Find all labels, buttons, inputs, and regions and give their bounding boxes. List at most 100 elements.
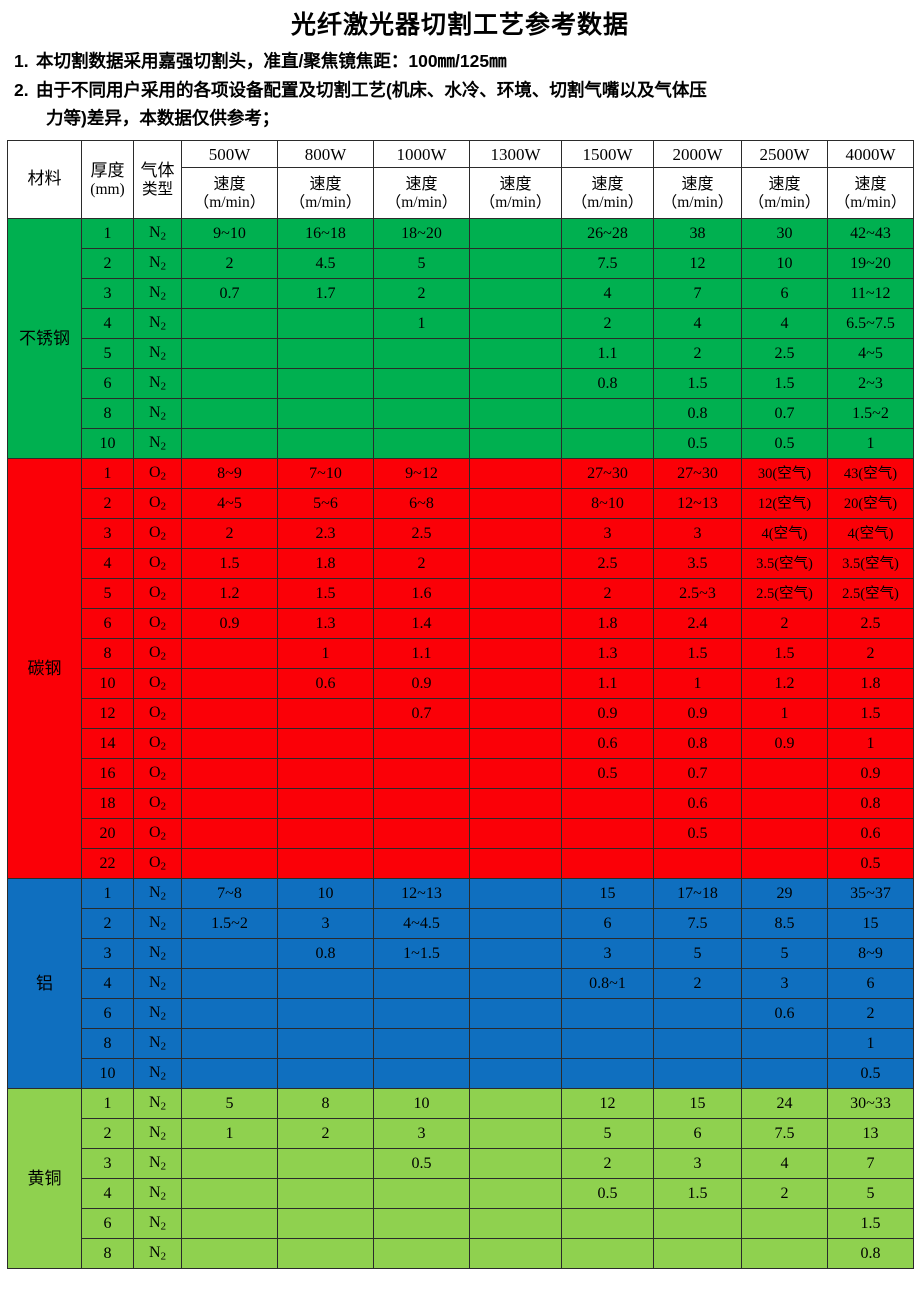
gas-type-cell: N2 xyxy=(133,248,182,280)
header-speed-label: 速度 xyxy=(681,175,714,193)
speed-cell xyxy=(561,428,654,460)
speed-cell xyxy=(277,368,374,400)
speed-cell xyxy=(469,938,562,970)
speed-cell: 0.8 xyxy=(277,938,374,970)
speed-cell: 38 xyxy=(653,218,742,250)
speed-cell: 2.5 xyxy=(741,338,828,370)
table-row: 6 N2 0.8 1.5 1.5 2~3 xyxy=(7,368,914,400)
speed-cell: 5 xyxy=(741,938,828,970)
speed-cell: 0.5 xyxy=(653,428,742,460)
header-speed-unit: （m/min） xyxy=(748,193,821,211)
speed-cell: 26~28 xyxy=(561,218,654,250)
speed-cell: 1.8 xyxy=(277,548,374,580)
speed-cell xyxy=(469,848,562,880)
speed-cell xyxy=(469,518,562,550)
table-row: 黄铜 1 N2 5 8 10 12 15 24 30~33 xyxy=(7,1088,914,1270)
speed-cell: 29 xyxy=(741,878,828,910)
header-power-800w: 800W xyxy=(277,140,374,169)
speed-cell xyxy=(277,428,374,460)
note-number: 2. xyxy=(14,79,29,100)
speed-cell xyxy=(277,1028,374,1060)
speed-cell: 2 xyxy=(827,998,914,1030)
speed-cell xyxy=(181,338,278,370)
header-speed-1500w: 速度 （m/min） xyxy=(561,167,654,220)
speed-cell: 0.7 xyxy=(181,278,278,310)
speed-cell: 18~20 xyxy=(373,218,470,250)
header-power-4000w: 4000W xyxy=(827,140,914,169)
speed-cell: 0.8 xyxy=(561,368,654,400)
thickness-cell: 16 xyxy=(81,758,134,790)
speed-cell: 7~10 xyxy=(277,458,374,490)
header-material: 材料 xyxy=(7,140,82,220)
note-text: 本切割数据采用嘉强切割头，准直/聚焦镜焦距：100㎜/125㎜ xyxy=(36,51,507,72)
header-speed-unit: （m/min） xyxy=(571,193,644,211)
speed-cell: 0.9 xyxy=(373,668,470,700)
speed-cell xyxy=(373,968,470,1000)
speed-cell: 1.5 xyxy=(741,638,828,670)
speed-cell xyxy=(469,458,562,490)
speed-cell: 1.8 xyxy=(827,668,914,700)
speed-cell: 17~18 xyxy=(653,878,742,910)
thickness-cell: 4 xyxy=(81,308,134,340)
speed-cell: 4 xyxy=(741,1148,828,1180)
table-row: 6 N2 0.6 2 xyxy=(7,998,914,1030)
speed-cell xyxy=(277,728,374,760)
speed-cell xyxy=(469,218,562,250)
speed-cell: 15 xyxy=(561,878,654,910)
speed-cell xyxy=(469,308,562,340)
speed-cell: 0.9 xyxy=(827,758,914,790)
speed-cell xyxy=(469,998,562,1030)
speed-cell: 1.3 xyxy=(561,638,654,670)
speed-cell xyxy=(653,998,742,1030)
speed-cell: 0.5 xyxy=(561,758,654,790)
header-speed-label: 速度 xyxy=(591,175,624,193)
speed-cell xyxy=(373,1028,470,1060)
table-row: 10 O2 0.6 0.9 1.1 1 1.2 1.8 xyxy=(7,668,914,700)
speed-cell: 6 xyxy=(561,908,654,940)
speed-cell xyxy=(469,878,562,910)
header-row-speed: 速度 （m/min） 速度 （m/min） 速度 （m/min） 速度 （m/m… xyxy=(8,167,914,220)
header-speed-2000w: 速度 （m/min） xyxy=(653,167,742,220)
table-row: 铝 1 N2 7~8 10 12~13 15 17~18 29 35~37 xyxy=(7,878,914,1090)
speed-cell xyxy=(469,1178,562,1210)
speed-cell: 2.3 xyxy=(277,518,374,550)
speed-cell: 1.2 xyxy=(741,668,828,700)
speed-cell xyxy=(469,1088,562,1120)
header-thickness-unit: (mm) xyxy=(90,180,125,198)
speed-cell xyxy=(373,998,470,1030)
speed-cell: 19~20 xyxy=(827,248,914,280)
speed-cell: 7 xyxy=(827,1148,914,1180)
speed-cell: 1.1 xyxy=(561,338,654,370)
table-row: 2 N2 1 2 3 5 6 7.5 13 xyxy=(7,1118,914,1150)
thickness-cell: 6 xyxy=(81,998,134,1030)
speed-cell: 1 xyxy=(653,668,742,700)
material-name-cell: 不锈钢 xyxy=(7,218,82,460)
speed-cell: 7.5 xyxy=(741,1118,828,1150)
thickness-cell: 3 xyxy=(81,938,134,970)
speed-cell xyxy=(469,728,562,760)
speed-cell: 3.5(空气) xyxy=(741,548,828,580)
speed-cell: 0.8 xyxy=(827,788,914,820)
speed-cell: 6 xyxy=(827,968,914,1000)
speed-cell xyxy=(469,368,562,400)
table-row: 2 O2 4~5 5~6 6~8 8~10 12~13 12(空气) 20(空气) xyxy=(7,488,914,520)
speed-cell xyxy=(373,368,470,400)
speed-cell: 6~8 xyxy=(373,488,470,520)
speed-cell xyxy=(181,1208,278,1240)
header-speed-2500w: 速度 （m/min） xyxy=(741,167,828,220)
table-row: 8 O2 1 1.1 1.3 1.5 1.5 2 xyxy=(7,638,914,670)
speed-cell xyxy=(653,848,742,880)
header-speed-unit: （m/min） xyxy=(479,193,552,211)
speed-cell xyxy=(373,1058,470,1090)
speed-cell xyxy=(741,1028,828,1060)
speed-cell: 10 xyxy=(373,1088,470,1120)
material-name-cell: 碳钢 xyxy=(7,458,82,880)
speed-cell: 1 xyxy=(277,638,374,670)
speed-cell xyxy=(277,818,374,850)
speed-cell xyxy=(373,1178,470,1210)
gas-type-cell: N2 xyxy=(133,1208,182,1240)
notes-block: 1. 本切割数据采用嘉强切割头，准直/聚焦镜焦距：100㎜/125㎜ 2. 由于… xyxy=(0,47,920,132)
speed-cell xyxy=(469,1208,562,1240)
speed-cell: 4 xyxy=(653,308,742,340)
speed-cell xyxy=(181,1058,278,1090)
